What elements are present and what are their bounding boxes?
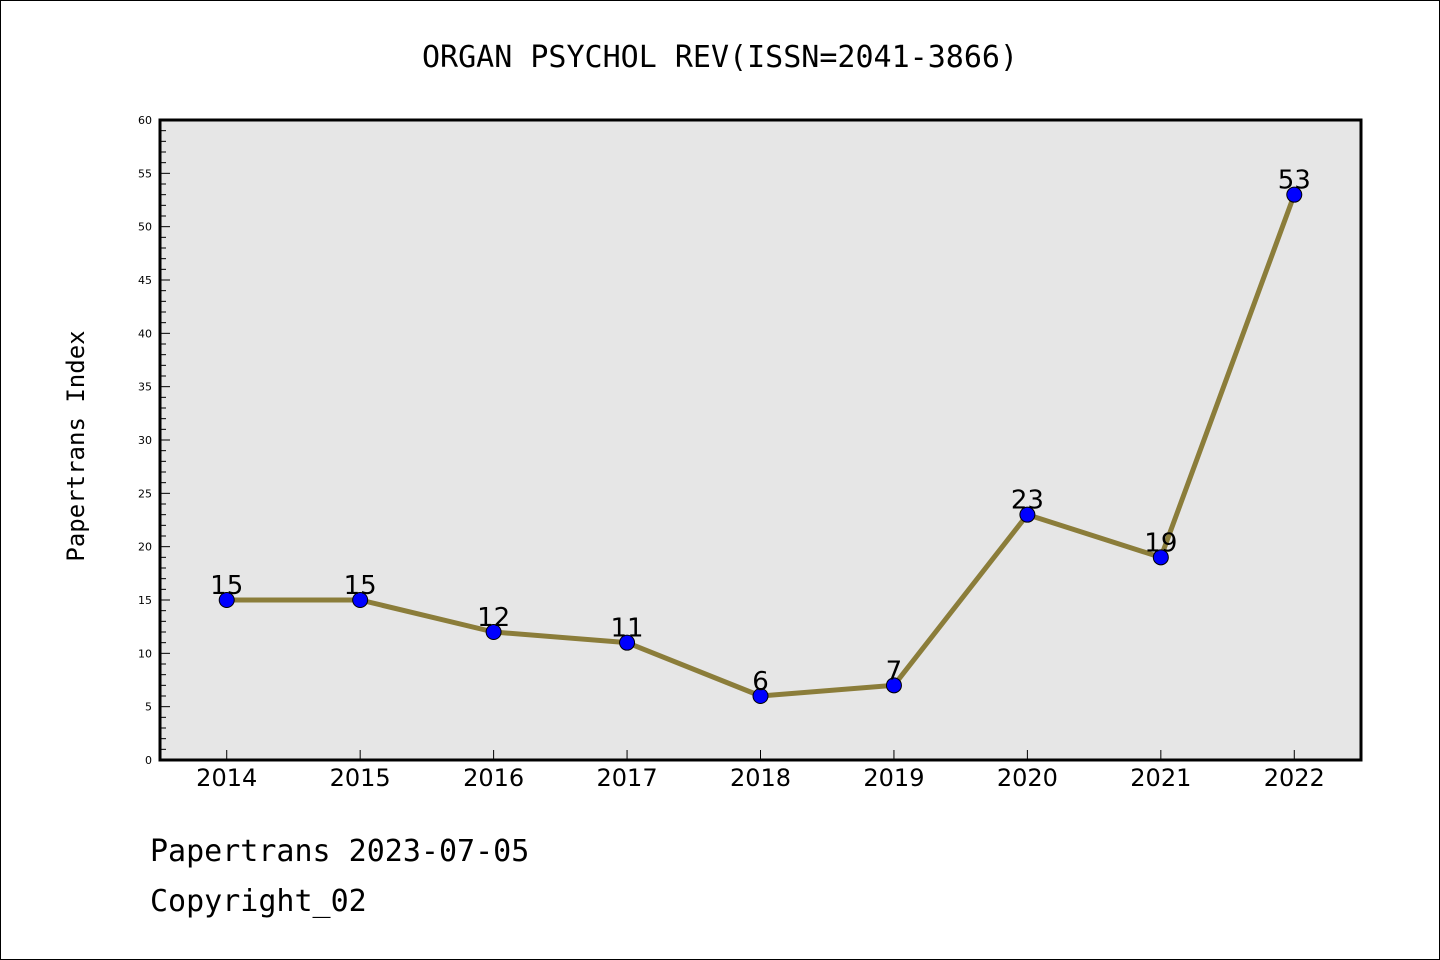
data-label: 7 — [886, 656, 903, 686]
data-point — [485, 624, 502, 640]
y-tick-label: 40 — [138, 327, 152, 340]
data-point — [218, 592, 235, 608]
data-point — [352, 592, 369, 608]
data-point — [1019, 506, 1036, 523]
data-label: 12 — [477, 603, 510, 633]
y-tick-label: 10 — [138, 647, 152, 660]
data-point — [752, 688, 769, 704]
data-point — [885, 677, 902, 694]
y-tick-label: 60 — [138, 114, 152, 127]
x-tick-label: 2016 — [463, 764, 524, 792]
x-tick-label: 2018 — [730, 764, 791, 792]
y-tick-label: 35 — [138, 381, 152, 394]
y-tick-label: 5 — [145, 701, 152, 714]
data-label: 6 — [752, 667, 769, 697]
data-label: 15 — [210, 571, 243, 601]
y-tick-label: 0 — [145, 754, 152, 767]
chart-title: ORGAN PSYCHOL REV(ISSN=2041-3866) — [422, 40, 1018, 75]
data-point — [1286, 186, 1303, 203]
data-label: 15 — [344, 571, 377, 601]
y-axis: 0 5 10 15 20 25 30 35 40 45 50 55 60 — [138, 114, 170, 767]
x-tick-label: 2019 — [863, 764, 924, 792]
data-label: 11 — [611, 614, 644, 644]
data-labels: 15 15 12 11 6 7 23 19 53 — [210, 166, 1311, 697]
x-tick-label: 2020 — [997, 764, 1058, 792]
y-axis-label: Papertrans Index — [62, 330, 90, 561]
data-label: 53 — [1278, 166, 1311, 196]
footer-copyright: Copyright_02 — [150, 884, 367, 919]
data-point — [1152, 549, 1169, 566]
data-label: 19 — [1144, 528, 1177, 558]
y-tick-label: 45 — [138, 274, 152, 287]
footer-date: Papertrans 2023-07-05 — [150, 834, 530, 869]
x-axis: 2014 2015 2016 2017 2018 2019 2020 2021 2022 — [196, 750, 1325, 792]
x-tick-label: 2017 — [597, 764, 658, 792]
plot-area — [158, 118, 1363, 762]
data-point — [619, 634, 636, 651]
y-tick-label: 25 — [138, 487, 152, 500]
y-tick-label: 55 — [138, 167, 152, 180]
series-line-group — [218, 186, 1303, 704]
y-tick-label: 15 — [138, 594, 152, 607]
x-tick-label: 2014 — [196, 764, 257, 792]
x-tick-label: 2021 — [1130, 764, 1191, 792]
y-tick-label: 30 — [138, 434, 152, 447]
x-tick-label: 2015 — [330, 764, 391, 792]
x-tick-label: 2022 — [1264, 764, 1325, 792]
y-tick-label: 50 — [138, 221, 152, 234]
data-label: 23 — [1011, 486, 1044, 516]
y-tick-label: 20 — [138, 541, 152, 554]
